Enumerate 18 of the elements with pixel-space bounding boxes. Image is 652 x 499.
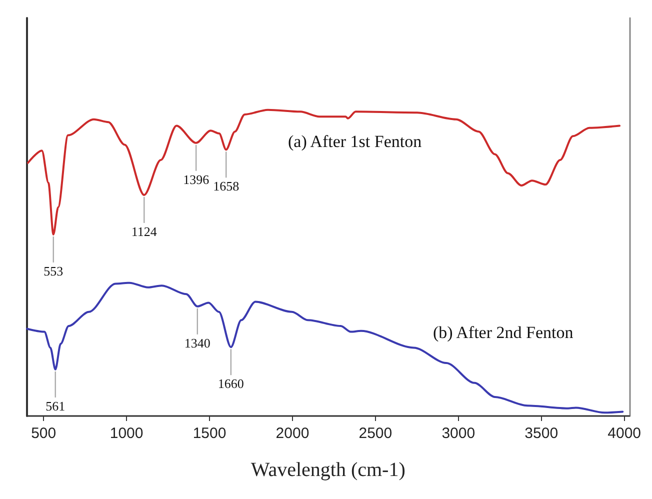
- annotation: 1660: [218, 376, 244, 392]
- annotation: 1340: [184, 335, 210, 350]
- x-tick-label: 3000: [442, 425, 476, 442]
- series-label: (a) After 1st Fenton: [288, 132, 422, 151]
- annotation: 1658: [213, 178, 240, 194]
- x-tick-label: 3500: [524, 425, 558, 442]
- x-tick-label: 2500: [358, 425, 392, 442]
- x-tick-label: 4000: [608, 425, 642, 442]
- x-tick-label: 1000: [110, 425, 144, 442]
- series-label: (b) After 2nd Fenton: [433, 323, 574, 342]
- x-tick-label: 1500: [192, 425, 226, 442]
- annotation: 553: [44, 263, 64, 278]
- annotation: 1396: [183, 172, 210, 187]
- annotation: 561: [46, 398, 66, 414]
- x-tick-label: 500: [31, 425, 56, 442]
- x-axis-title: Wavelength (cm-1): [250, 459, 406, 481]
- annotation: 1124: [131, 224, 158, 239]
- x-tick-label: 2000: [276, 425, 310, 442]
